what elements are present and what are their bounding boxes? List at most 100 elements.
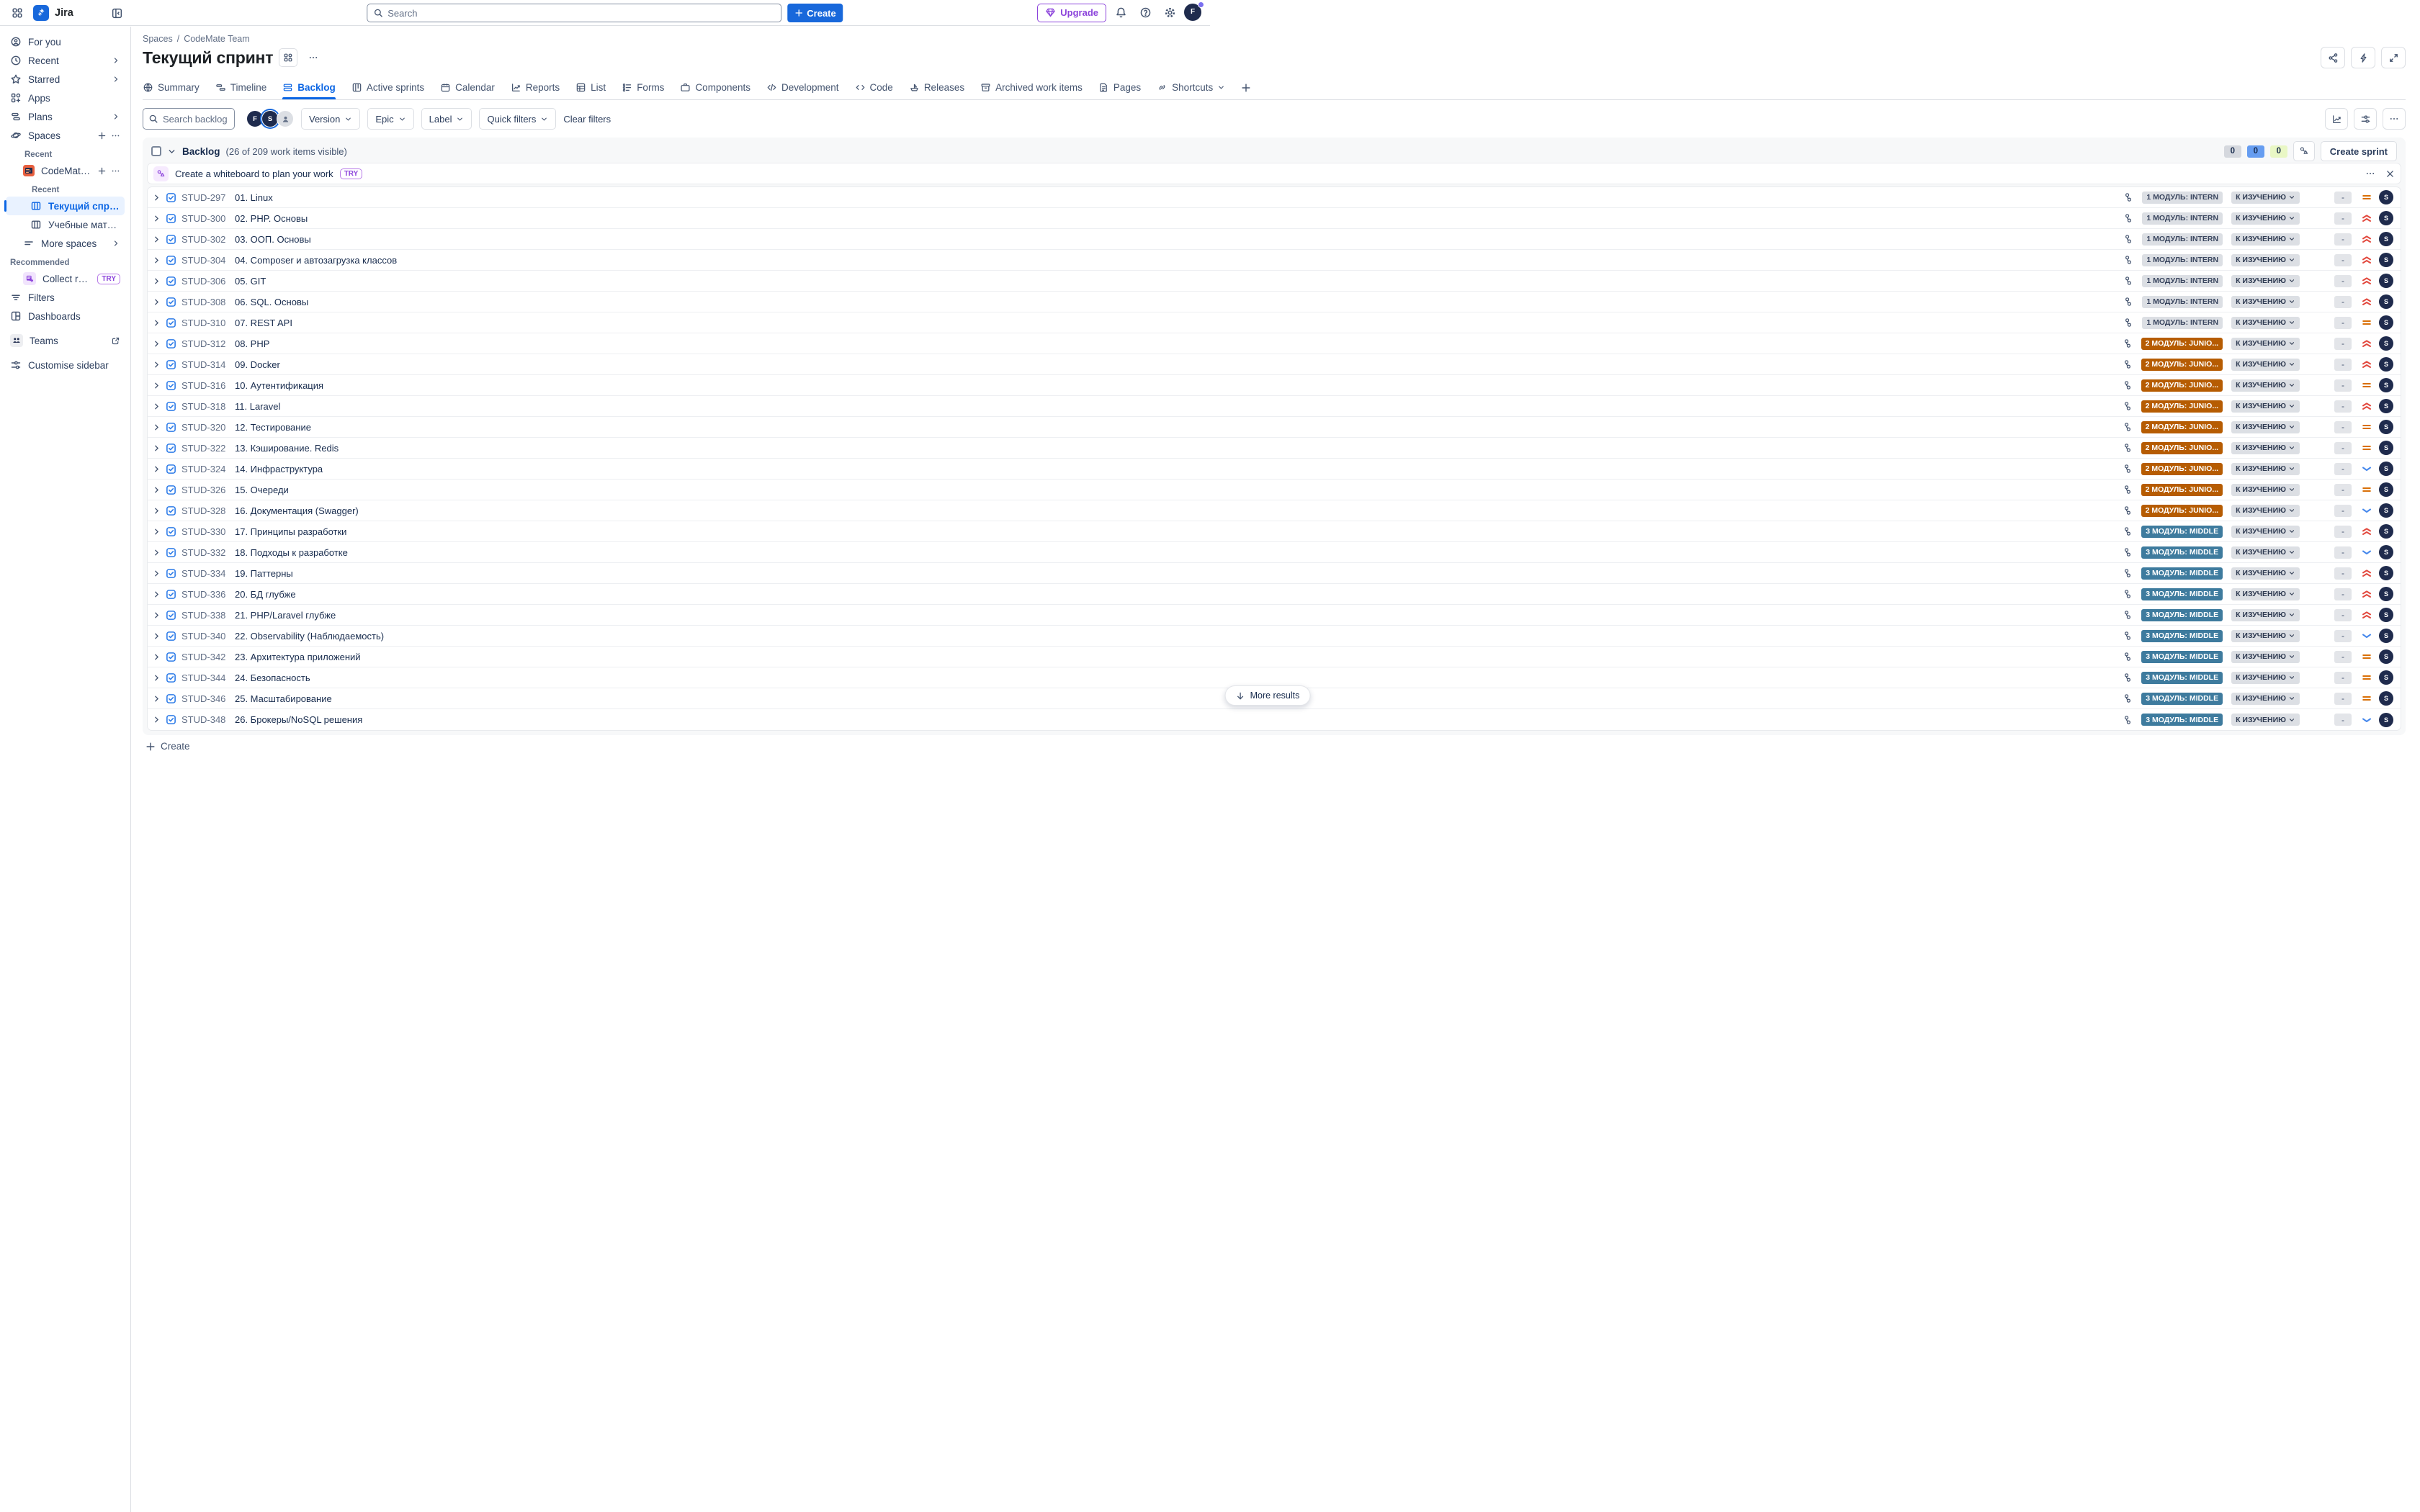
table-row[interactable]: STUD-304 04. Composer и автозагрузка кла…: [148, 250, 2401, 271]
module-badge[interactable]: 1 МОДУЛЬ: INTERN: [2142, 212, 2223, 225]
expand-row-icon[interactable]: [152, 297, 161, 307]
link-parent-icon[interactable]: [2123, 652, 2133, 662]
assignee-avatar[interactable]: S: [2379, 712, 2393, 727]
link-parent-icon[interactable]: [2123, 422, 2133, 432]
assignee-avatar[interactable]: S: [2379, 420, 2393, 434]
estimate-badge[interactable]: -: [2334, 692, 2352, 705]
share-button[interactable]: [2321, 47, 2345, 68]
estimate-badge[interactable]: -: [2334, 483, 2352, 496]
tab-reports[interactable]: Reports: [511, 82, 560, 99]
more-results-button[interactable]: More results: [1224, 685, 1311, 706]
table-row[interactable]: STUD-336 20. БД глубже 3 МОДУЛЬ: MIDDLE …: [148, 584, 2401, 605]
avatar-filter-f[interactable]: F: [246, 110, 264, 127]
status-dropdown[interactable]: К ИЗУЧЕНИЮ: [2231, 714, 2300, 726]
module-badge[interactable]: 3 МОДУЛЬ: MIDDLE: [2141, 650, 2223, 663]
table-row[interactable]: STUD-316 10. Аутентификация 2 МОДУЛЬ: JU…: [148, 375, 2401, 396]
assignee-avatar[interactable]: S: [2379, 211, 2393, 225]
table-row[interactable]: STUD-342 23. Архитектура приложений 3 МО…: [148, 647, 2401, 667]
upgrade-button[interactable]: Upgrade: [1037, 3, 1106, 22]
collapse-sidebar-button[interactable]: [107, 3, 127, 23]
expand-row-icon[interactable]: [152, 318, 161, 328]
module-badge[interactable]: 1 МОДУЛЬ: INTERN: [2142, 233, 2223, 246]
table-row[interactable]: STUD-318 11. Laravel 2 МОДУЛЬ: JUNIO... …: [148, 396, 2401, 417]
estimate-badge[interactable]: -: [2334, 525, 2352, 538]
whiteboard-button[interactable]: [2293, 141, 2315, 161]
add-icon[interactable]: [97, 166, 107, 176]
table-row[interactable]: STUD-346 25. Масштабирование 3 МОДУЛЬ: M…: [148, 688, 2401, 709]
status-dropdown[interactable]: К ИЗУЧЕНИЮ: [2231, 692, 2300, 705]
assignee-avatar[interactable]: S: [2379, 503, 2393, 518]
estimate-badge[interactable]: -: [2334, 253, 2352, 266]
table-row[interactable]: STUD-297 01. Linux 1 МОДУЛЬ: INTERN К ИЗ…: [148, 187, 2401, 208]
estimate-badge[interactable]: -: [2334, 316, 2352, 329]
link-parent-icon[interactable]: [2123, 276, 2133, 286]
expand-row-icon[interactable]: [152, 381, 161, 390]
link-parent-icon[interactable]: [2123, 192, 2133, 202]
sidebar-item-more-spaces[interactable]: More spaces: [6, 234, 125, 253]
sidebar-item-current-sprint[interactable]: Текущий спринт: [4, 197, 125, 215]
assignee-avatar[interactable]: S: [2379, 253, 2393, 267]
fullscreen-button[interactable]: [2381, 47, 2406, 68]
tab-backlog[interactable]: Backlog: [282, 82, 336, 99]
estimate-badge[interactable]: -: [2334, 358, 2352, 371]
table-row[interactable]: STUD-314 09. Docker 2 МОДУЛЬ: JUNIO... К…: [148, 354, 2401, 375]
expand-row-icon[interactable]: [152, 631, 161, 641]
tab-timeline[interactable]: Timeline: [215, 82, 266, 99]
table-row[interactable]: STUD-326 15. Очереди 2 МОДУЛЬ: JUNIO... …: [148, 480, 2401, 500]
more-options-button[interactable]: [2383, 108, 2406, 130]
tab-development[interactable]: Development: [766, 82, 839, 99]
status-dropdown[interactable]: К ИЗУЧЕНИЮ: [2231, 337, 2300, 350]
link-parent-icon[interactable]: [2123, 234, 2133, 244]
link-parent-icon[interactable]: [2123, 526, 2133, 536]
select-all-checkbox[interactable]: [151, 146, 161, 156]
table-row[interactable]: STUD-312 08. PHP 2 МОДУЛЬ: JUNIO... К ИЗ…: [148, 333, 2401, 354]
estimate-badge[interactable]: -: [2334, 441, 2352, 454]
module-badge[interactable]: 1 МОДУЛЬ: INTERN: [2142, 274, 2223, 287]
assignee-avatar[interactable]: S: [2379, 274, 2393, 288]
status-dropdown[interactable]: К ИЗУЧЕНИЮ: [2231, 525, 2300, 538]
table-row[interactable]: STUD-324 14. Инфраструктура 2 МОДУЛЬ: JU…: [148, 459, 2401, 480]
module-badge[interactable]: 1 МОДУЛЬ: INTERN: [2142, 253, 2223, 266]
expand-row-icon[interactable]: [152, 506, 161, 516]
link-parent-icon[interactable]: [2123, 610, 2133, 620]
status-dropdown[interactable]: К ИЗУЧЕНИЮ: [2231, 358, 2300, 371]
assignee-avatar[interactable]: S: [2379, 462, 2393, 476]
link-parent-icon[interactable]: [2123, 297, 2133, 307]
table-row[interactable]: STUD-332 18. Подходы к разработке 3 МОДУ…: [148, 542, 2401, 563]
link-parent-icon[interactable]: [2123, 547, 2133, 557]
automation-button[interactable]: [2351, 47, 2375, 68]
module-badge[interactable]: 1 МОДУЛЬ: INTERN: [2142, 295, 2223, 308]
banner-close-icon[interactable]: [2385, 169, 2395, 179]
estimate-badge[interactable]: -: [2334, 212, 2352, 225]
status-dropdown[interactable]: К ИЗУЧЕНИЮ: [2231, 608, 2300, 621]
assignee-avatar[interactable]: S: [2379, 587, 2393, 601]
module-badge[interactable]: 2 МОДУЛЬ: JUNIO...: [2141, 358, 2223, 371]
sidebar-item-spaces[interactable]: Spaces: [6, 126, 125, 145]
estimate-badge[interactable]: -: [2334, 671, 2352, 684]
assignee-avatar[interactable]: S: [2379, 524, 2393, 539]
link-parent-icon[interactable]: [2123, 338, 2133, 348]
estimate-badge[interactable]: -: [2334, 233, 2352, 246]
estimate-badge[interactable]: -: [2334, 274, 2352, 287]
estimate-badge[interactable]: -: [2334, 379, 2352, 392]
assignee-avatar[interactable]: S: [2379, 545, 2393, 559]
create-button[interactable]: Create: [787, 4, 843, 22]
status-dropdown[interactable]: К ИЗУЧЕНИЮ: [2231, 441, 2300, 454]
module-badge[interactable]: 1 МОДУЛЬ: INTERN: [2142, 191, 2223, 204]
assignee-avatar[interactable]: S: [2379, 649, 2393, 664]
status-dropdown[interactable]: К ИЗУЧЕНИЮ: [2231, 671, 2300, 684]
expand-row-icon[interactable]: [152, 276, 161, 286]
assignee-avatar[interactable]: S: [2379, 357, 2393, 372]
status-dropdown[interactable]: К ИЗУЧЕНИЮ: [2231, 233, 2300, 246]
table-row[interactable]: STUD-328 16. Документация (Swagger) 2 МО…: [148, 500, 2401, 521]
backlog-search-input[interactable]: [163, 113, 229, 125]
expand-row-icon[interactable]: [152, 339, 161, 348]
settings-button[interactable]: [1160, 3, 1180, 23]
more-options-icon[interactable]: [111, 131, 120, 140]
link-parent-icon[interactable]: [2123, 568, 2133, 578]
assignee-avatar[interactable]: S: [2379, 315, 2393, 330]
tab-add[interactable]: [1241, 83, 1251, 99]
tab-releases[interactable]: Releases: [909, 82, 964, 99]
clear-filters-button[interactable]: Clear filters: [563, 113, 611, 125]
link-parent-icon[interactable]: [2123, 672, 2133, 683]
